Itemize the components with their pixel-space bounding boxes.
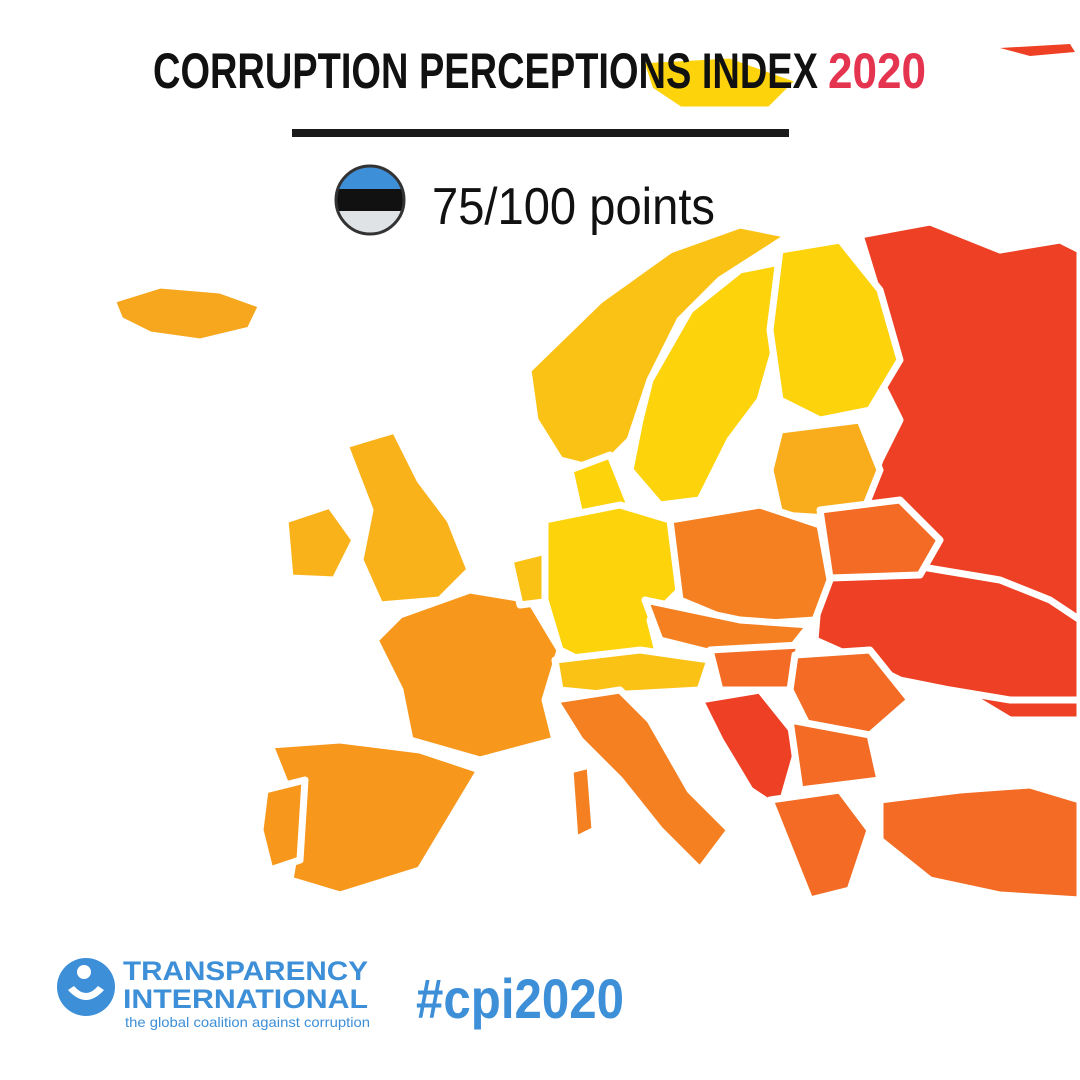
hungary [706, 641, 804, 694]
portugal [256, 776, 309, 874]
uk [341, 426, 474, 609]
germany [541, 501, 684, 674]
flag-ring [334, 164, 406, 236]
title: CORRUPTION PERCEPTIONS INDEX [153, 43, 818, 99]
sardinia-corsica [566, 761, 599, 844]
ti-logo [57, 958, 115, 1016]
sweden [626, 256, 794, 509]
finland [766, 236, 904, 424]
norway [524, 221, 794, 474]
ireland [281, 501, 359, 584]
divider [292, 129, 789, 137]
switzerland-austria [551, 646, 714, 699]
turkey [876, 781, 1080, 904]
belarus [816, 496, 944, 582]
org-name-2: INTERNATIONAL [123, 984, 368, 1014]
greece [766, 786, 874, 904]
italy [551, 686, 734, 874]
bulgaria-serbia [786, 716, 884, 794]
score: 75/100 points [432, 178, 715, 236]
svalbard-edge [1000, 44, 1075, 56]
balkans [696, 686, 804, 814]
iceland [108, 281, 266, 346]
org-name-1: TRANSPARENCY [123, 956, 368, 986]
europe-map [108, 44, 1080, 904]
tagline: the global coalition against corruption [125, 1014, 370, 1030]
france [371, 586, 564, 764]
poland [666, 501, 834, 629]
title-year: 2020 [828, 43, 926, 99]
hashtag: #cpi2020 [416, 967, 624, 1030]
greenland-edge [636, 51, 804, 114]
